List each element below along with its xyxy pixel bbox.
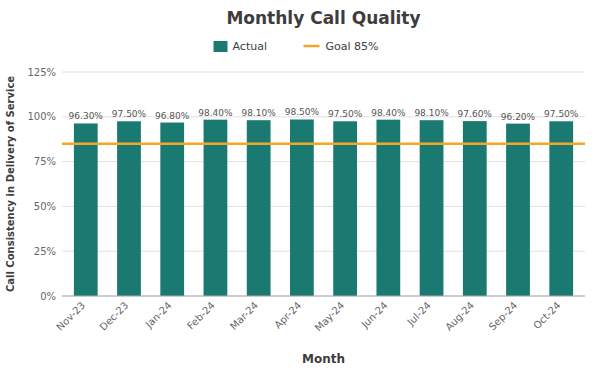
x-tick-label: Nov-23 — [54, 300, 87, 333]
bar — [117, 121, 141, 296]
bar — [506, 124, 530, 296]
bar — [333, 121, 357, 296]
data-label: 97.50% — [544, 109, 579, 119]
bar — [290, 119, 314, 296]
x-tick-label: Dec-23 — [97, 300, 130, 333]
bar — [204, 120, 228, 296]
title: Monthly Call Quality — [226, 8, 420, 28]
x-axis-label: Month — [302, 352, 345, 366]
grid-line — [62, 296, 585, 297]
x-ticks: Nov-23 Dec-23 Jan-24 Feb-24 Mar-24 Apr-24 May-… — [54, 300, 562, 334]
y-ticks: 0% 25% 50% 75% 100% 125% — [27, 67, 56, 302]
y-tick-label: 0% — [40, 291, 56, 302]
bar — [74, 123, 98, 296]
x-tick-label: Jan-24 — [143, 300, 174, 331]
y-axis-label: Call Consistency in Delivery of Service — [5, 76, 16, 292]
grid — [62, 72, 585, 296]
data-label: 96.30% — [69, 111, 104, 121]
legend-swatch — [214, 41, 228, 52]
data-label: 98.40% — [198, 108, 233, 118]
bar — [160, 123, 184, 296]
data-label: 98.10% — [414, 108, 449, 118]
data-label: 98.40% — [371, 108, 406, 118]
data-label: 97.50% — [112, 109, 147, 119]
data-label: 96.20% — [501, 112, 536, 122]
y-tick-label: 100% — [27, 111, 56, 122]
y-tick-label: 50% — [34, 201, 56, 212]
x-tick-label: Feb-24 — [185, 300, 217, 332]
grid-line — [62, 72, 585, 73]
data-label: 97.50% — [328, 109, 363, 119]
marks — [62, 119, 585, 296]
data-label: 96.80% — [155, 111, 190, 121]
data-labels: 96.30% 97.50% 96.80% 98.40% 98.10% 98.50% 97.5… — [69, 107, 579, 121]
goal-line — [62, 142, 585, 145]
x-tick-label: Aug-24 — [443, 300, 476, 333]
data-label: 98.10% — [242, 108, 277, 118]
x-axis-line — [62, 296, 585, 297]
legend-item: Actual — [214, 40, 267, 53]
legend: Actual Goal 85% — [214, 40, 379, 53]
x-tick-label: Apr-24 — [272, 300, 303, 331]
y-tick-label: 25% — [34, 246, 56, 257]
x-tick-label: Jun-24 — [359, 300, 390, 331]
legend-item: Goal 85% — [304, 40, 379, 53]
legend-label: Goal 85% — [326, 40, 379, 53]
bar — [376, 120, 400, 296]
bar — [247, 120, 271, 296]
legend-swatch — [304, 45, 320, 48]
x-tick-label: Mar-24 — [228, 300, 260, 332]
x-tick-label: Jul-24 — [404, 300, 433, 329]
bar — [549, 121, 573, 296]
bar — [463, 121, 487, 296]
data-label: 97.60% — [458, 109, 493, 119]
bar — [420, 120, 444, 296]
x-tick-label: Sep-24 — [487, 300, 520, 333]
chart: 0% 25% 50% 75% 100% 125% 96.30% 97.50% 96.80% 98.… — [0, 0, 600, 371]
legend-label: Actual — [233, 40, 267, 53]
y-tick-label: 75% — [34, 156, 56, 167]
x-tick-label: Oct-24 — [531, 300, 563, 332]
data-label: 98.50% — [285, 107, 320, 117]
x-tick-label: May-24 — [313, 300, 347, 334]
y-tick-label: 125% — [27, 67, 56, 78]
